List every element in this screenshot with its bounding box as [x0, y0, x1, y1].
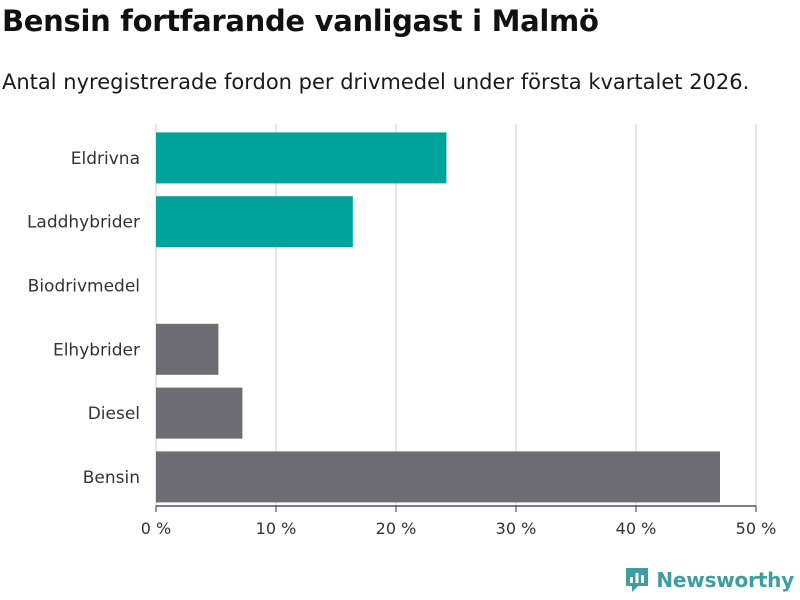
bar-eldrivna: [156, 132, 447, 184]
x-tick-label: 30 %: [496, 519, 537, 538]
category-label: Laddhybrider: [27, 213, 140, 233]
category-label: Eldrivna: [71, 149, 140, 169]
category-label: Diesel: [88, 404, 140, 424]
chart-subtitle: Antal nyregistrerade fordon per drivmede…: [2, 70, 750, 94]
x-tick-label: 20 %: [376, 519, 417, 538]
newsworthy-logo-icon: [626, 568, 649, 592]
x-tick-label: 0 %: [141, 519, 171, 538]
bar-diesel: [156, 387, 243, 439]
bar-elhybrider: [156, 323, 219, 375]
x-tick-label: 40 %: [616, 519, 657, 538]
chart-title: Bensin fortfarande vanligast i Malmö: [2, 4, 599, 38]
category-label: Biodrivmedel: [28, 277, 140, 297]
x-tick-label: 50 %: [736, 519, 777, 538]
newsworthy-logo: Newsworthy: [624, 566, 794, 594]
category-label: Bensin: [83, 468, 140, 488]
x-tick-label: 10 %: [256, 519, 297, 538]
bar-laddhybrider: [156, 196, 353, 248]
newsworthy-logo-text: Newsworthy: [656, 568, 794, 592]
category-label: Elhybrider: [53, 340, 140, 360]
bar-bensin: [156, 451, 720, 503]
